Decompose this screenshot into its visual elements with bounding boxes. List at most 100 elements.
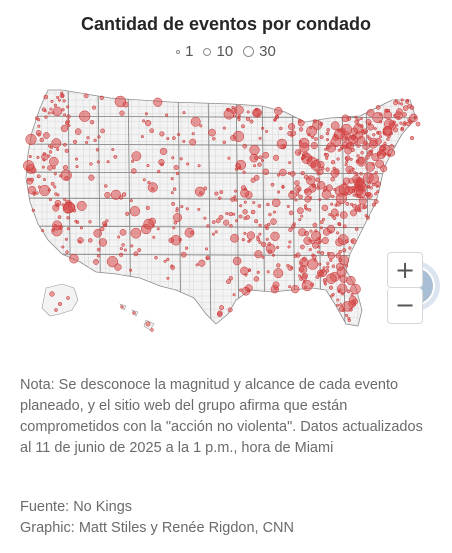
event-dot bbox=[106, 256, 118, 268]
size-legend: 1 10 30 bbox=[0, 43, 452, 60]
event-dot bbox=[111, 147, 115, 152]
event-dot bbox=[61, 245, 65, 249]
legend-circle-large-icon bbox=[243, 46, 255, 57]
event-dot bbox=[383, 141, 387, 145]
event-dot bbox=[316, 172, 320, 176]
zoom-out-button[interactable]: − bbox=[387, 288, 423, 324]
event-dot bbox=[89, 162, 93, 166]
event-dot bbox=[276, 138, 288, 150]
event-dot bbox=[242, 170, 246, 174]
event-dot bbox=[240, 188, 250, 198]
event-dot bbox=[315, 158, 320, 162]
event-dot bbox=[301, 280, 313, 292]
event-dot bbox=[318, 262, 322, 266]
event-dot bbox=[330, 202, 334, 206]
event-dot bbox=[232, 212, 236, 216]
event-dot bbox=[232, 293, 236, 297]
event-dot bbox=[51, 138, 62, 149]
event-dot bbox=[356, 154, 360, 158]
event-dot bbox=[286, 204, 290, 208]
event-dot bbox=[137, 248, 142, 253]
event-dot bbox=[393, 100, 398, 106]
event-dot bbox=[53, 185, 57, 189]
us-county-map[interactable]: + − bbox=[0, 78, 452, 348]
county-line bbox=[26, 195, 416, 199]
event-dot bbox=[37, 124, 41, 128]
event-dot bbox=[402, 112, 407, 117]
event-dot bbox=[262, 151, 270, 159]
event-dot bbox=[346, 141, 355, 150]
state-line bbox=[235, 90, 240, 326]
event-dot bbox=[258, 232, 262, 236]
event-dot bbox=[376, 149, 386, 159]
event-dot bbox=[336, 262, 344, 271]
event-dot bbox=[346, 289, 351, 294]
event-dot bbox=[119, 110, 125, 116]
event-dot bbox=[344, 137, 348, 141]
event-dot bbox=[113, 154, 118, 159]
event-dot bbox=[350, 209, 357, 217]
event-dot bbox=[413, 115, 417, 120]
event-dot bbox=[291, 284, 300, 294]
event-dot bbox=[268, 212, 272, 217]
event-dot bbox=[77, 237, 84, 244]
event-dot bbox=[133, 251, 139, 257]
event-dot bbox=[303, 174, 309, 180]
event-dot bbox=[64, 148, 69, 153]
event-dot bbox=[36, 174, 41, 179]
event-dot bbox=[330, 121, 340, 131]
event-dot bbox=[261, 241, 267, 248]
map-canvas[interactable] bbox=[0, 78, 452, 348]
event-dot bbox=[267, 249, 273, 254]
event-dot bbox=[243, 200, 247, 204]
event-dot bbox=[249, 144, 260, 156]
event-dot bbox=[272, 281, 280, 289]
event-dot bbox=[270, 231, 280, 241]
event-dot bbox=[157, 169, 161, 174]
zoom-in-button[interactable]: + bbox=[387, 252, 423, 288]
event-dot bbox=[198, 259, 206, 267]
event-dot bbox=[159, 147, 168, 156]
event-dot bbox=[287, 245, 291, 249]
event-dot bbox=[274, 106, 283, 116]
event-dot bbox=[227, 307, 233, 313]
event-dot bbox=[245, 116, 251, 122]
event-dot bbox=[154, 255, 158, 260]
event-dot bbox=[182, 111, 186, 115]
event-dot bbox=[266, 202, 270, 207]
event-dot bbox=[235, 163, 241, 169]
event-dot bbox=[63, 197, 67, 202]
event-dot bbox=[65, 119, 71, 124]
event-dot bbox=[50, 181, 55, 186]
event-dot bbox=[244, 273, 248, 277]
event-dot bbox=[316, 186, 320, 190]
event-dot bbox=[395, 123, 399, 127]
event-dot bbox=[359, 171, 363, 176]
event-dot bbox=[315, 275, 320, 279]
event-dot bbox=[53, 103, 58, 107]
event-dot bbox=[367, 181, 371, 185]
event-dot bbox=[319, 226, 323, 230]
event-dot bbox=[144, 119, 152, 127]
event-dot bbox=[253, 164, 257, 168]
legend-item-small: 1 bbox=[176, 43, 193, 60]
event-dot bbox=[351, 167, 355, 171]
event-dot bbox=[276, 263, 281, 268]
event-dot bbox=[326, 273, 337, 284]
event-dot bbox=[298, 194, 303, 200]
event-dot bbox=[52, 220, 63, 231]
event-dot bbox=[205, 255, 211, 260]
event-dot bbox=[129, 199, 133, 203]
event-dot bbox=[52, 106, 63, 117]
event-dot bbox=[344, 163, 348, 167]
event-dot bbox=[351, 185, 356, 191]
event-dot bbox=[225, 211, 229, 216]
event-dot bbox=[339, 303, 343, 307]
event-dot bbox=[300, 214, 304, 218]
event-dot bbox=[27, 185, 37, 195]
event-dot bbox=[357, 206, 361, 211]
event-dot bbox=[129, 268, 133, 272]
event-dot bbox=[253, 109, 261, 117]
event-dot bbox=[88, 220, 92, 224]
event-dot bbox=[327, 252, 336, 260]
